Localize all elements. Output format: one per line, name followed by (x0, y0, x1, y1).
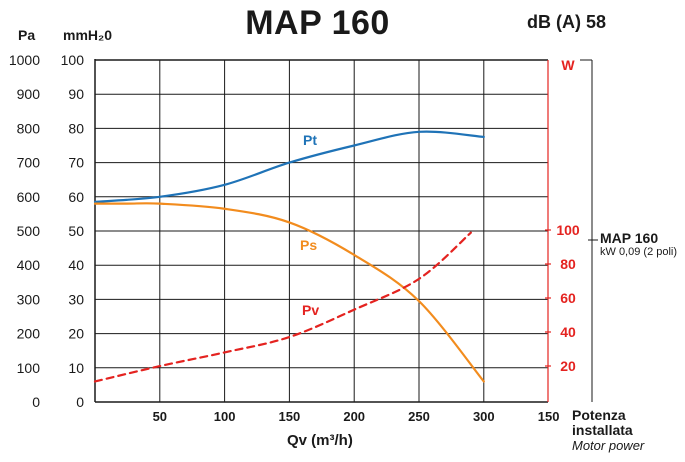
series-line-pv (93, 231, 472, 383)
chart-title: MAP 160 (245, 4, 390, 42)
pa-tick-label: 400 (17, 257, 41, 273)
mm-tick-label: 80 (68, 120, 84, 136)
unit-pa-label: Pa (18, 27, 36, 43)
chart-ticks: 0 100 200 300 400 500 600 700 800 900 1000 0 10 20 30 4… (9, 52, 580, 424)
pa-tick-label: 1000 (9, 52, 40, 68)
mm-tick-label: 90 (68, 86, 84, 102)
mm-tick-label: 20 (68, 326, 84, 342)
x-tick-label: 300 (473, 409, 495, 424)
pa-tick-label: 100 (17, 360, 41, 376)
mm-tick-label: 100 (61, 52, 85, 68)
x-tick-label: 150 (279, 409, 301, 424)
mm-tick-label: 70 (68, 155, 84, 171)
pa-tick-label: 0 (32, 394, 40, 410)
noise-level: dB (A) 58 (527, 12, 607, 32)
pa-tick-label: 800 (17, 120, 41, 136)
power-tick-label: 40 (560, 324, 576, 340)
unit-mmh2o-label: mmH₂0 (63, 27, 113, 43)
power-tick-label: 20 (560, 358, 576, 374)
pa-tick-label: 500 (17, 223, 41, 239)
series-label-pv: Pv (302, 302, 319, 318)
power-caption-line2: installata (572, 422, 633, 438)
mm-tick-label: 30 (68, 291, 84, 307)
mm-tick-label: 50 (68, 223, 84, 239)
motor-spec: kW 0,09 (2 poli) (600, 246, 678, 258)
power-caption-line1: Potenza (572, 407, 626, 423)
power-caption: Potenza installata Motor power (572, 407, 645, 454)
chart-axes (94, 59, 598, 403)
series-label-ps: Ps (300, 237, 317, 253)
x-tick-label: 150 (538, 409, 560, 424)
series-line-ps (93, 202, 485, 383)
mm-tick-label: 10 (68, 360, 84, 376)
series-labels: Pt Ps Pv (300, 132, 319, 318)
chart-series (93, 130, 485, 383)
motor-info: MAP 160 kW 0,09 (2 poli) (600, 231, 677, 259)
pa-tick-label: 600 (17, 189, 41, 205)
series-label-pt: Pt (303, 132, 317, 148)
chart-grid (95, 59, 548, 403)
x-tick-label: 100 (214, 409, 236, 424)
pa-tick-label: 700 (17, 155, 41, 171)
x-tick-label: 200 (343, 409, 365, 424)
motor-name: MAP 160 (600, 230, 659, 246)
series-line-pt (93, 130, 485, 204)
pa-tick-label: 200 (17, 326, 41, 342)
power-unit-label: W (561, 57, 575, 73)
pa-tick-label: 900 (17, 86, 41, 102)
pa-tick-label: 300 (17, 291, 41, 307)
power-tick-label: 100 (556, 222, 580, 238)
power-caption-line3: Motor power (572, 438, 645, 453)
x-tick-label: 250 (408, 409, 430, 424)
power-tick-label: 60 (560, 290, 576, 306)
power-tick-label: 80 (560, 256, 576, 272)
mm-tick-label: 60 (68, 189, 84, 205)
mm-tick-label: 40 (68, 257, 84, 273)
x-tick-label: 50 (153, 409, 167, 424)
x-axis-label: Qv (m³/h) (287, 432, 353, 449)
mm-tick-label: 0 (76, 394, 84, 410)
